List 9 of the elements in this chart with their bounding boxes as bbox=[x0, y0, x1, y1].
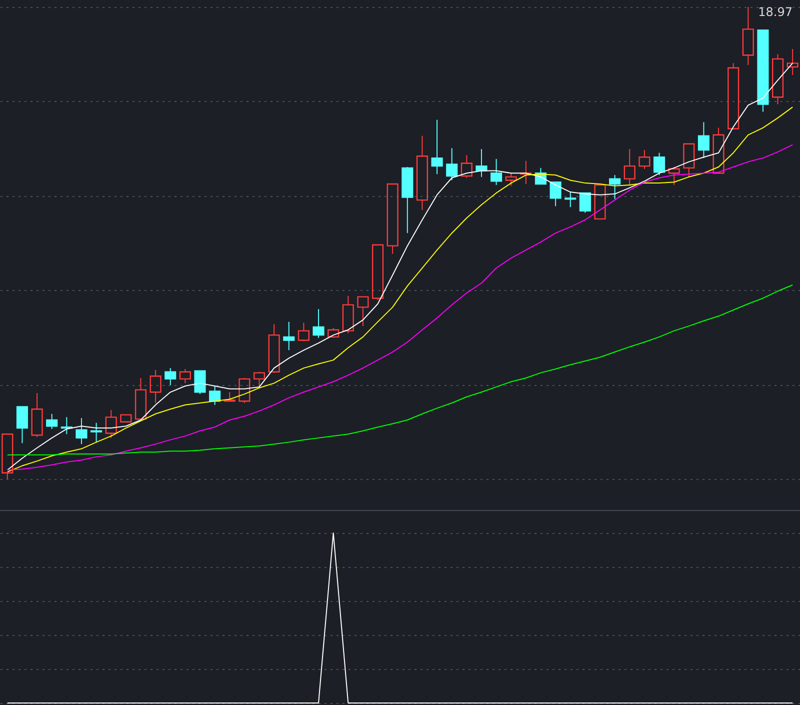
candlestick bbox=[742, 6, 754, 66]
candlestick bbox=[312, 308, 324, 338]
candlestick bbox=[638, 150, 650, 170]
candlestick bbox=[431, 119, 443, 175]
annotation: 18.97 bbox=[758, 5, 793, 19]
candlestick bbox=[786, 48, 798, 76]
candlestick bbox=[416, 135, 428, 210]
candlestick bbox=[520, 160, 532, 184]
candlestick bbox=[283, 321, 295, 351]
